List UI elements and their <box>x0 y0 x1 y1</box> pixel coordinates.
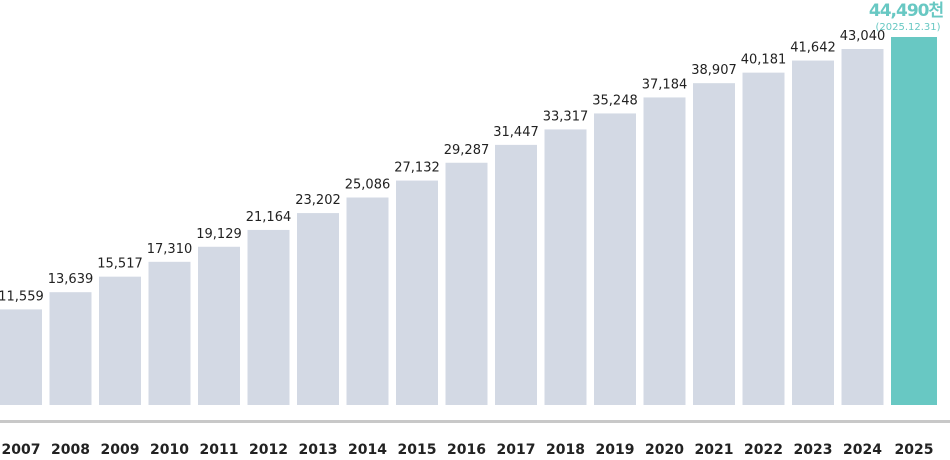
data-label-2019: 35,248 <box>592 93 638 108</box>
x-tick-label-2018: 2018 <box>546 442 585 458</box>
data-label-2009: 15,517 <box>97 257 143 272</box>
x-tick-label-2008: 2008 <box>51 442 90 458</box>
bar-2007 <box>0 309 42 405</box>
bar-2022 <box>742 72 785 405</box>
highlight-date-label: (2025.12.31) <box>875 22 940 33</box>
x-tick-label-2007: 2007 <box>2 442 41 458</box>
x-tick-label-2014: 2014 <box>348 442 387 458</box>
data-label-2022: 40,181 <box>741 53 787 68</box>
x-tick-label-2025: 2025 <box>895 442 934 458</box>
x-tick-label-2017: 2017 <box>497 442 536 458</box>
data-label-2024: 43,040 <box>840 29 886 44</box>
highlight-value-label: 44,490천 <box>869 1 944 21</box>
x-tick-label-2020: 2020 <box>645 442 684 458</box>
data-label-2013: 23,202 <box>295 193 341 208</box>
bar-2011 <box>198 246 240 405</box>
data-label-2012: 21,164 <box>246 210 292 225</box>
bar-2021 <box>693 83 735 406</box>
bar-2010 <box>148 261 191 405</box>
x-tick-label-2013: 2013 <box>299 442 338 458</box>
bar-2020 <box>643 97 686 406</box>
x-tick-label-2016: 2016 <box>447 442 486 458</box>
x-tick-label-2022: 2022 <box>744 442 783 458</box>
data-label-2007: 11,559 <box>0 289 44 304</box>
data-label-2014: 25,086 <box>345 178 391 193</box>
x-tick-label-2011: 2011 <box>200 442 239 458</box>
bar-2012 <box>247 229 290 405</box>
data-label-2008: 13,639 <box>48 272 94 287</box>
bar-2014 <box>346 197 389 405</box>
x-tick-label-2021: 2021 <box>695 442 734 458</box>
bar-2015 <box>396 180 438 405</box>
bar-2025 <box>891 37 937 405</box>
data-label-2023: 41,642 <box>790 41 836 56</box>
x-tick-label-2012: 2012 <box>249 442 288 458</box>
bar-2009 <box>99 276 141 405</box>
data-label-2020: 37,184 <box>642 77 688 92</box>
bar-2017 <box>495 144 537 406</box>
data-label-2018: 33,317 <box>543 109 589 124</box>
x-tick-label-2009: 2009 <box>101 442 140 458</box>
bar-2019 <box>594 113 636 405</box>
bar-2008 <box>49 292 92 405</box>
x-tick-label-2019: 2019 <box>596 442 635 458</box>
x-tick-label-2024: 2024 <box>843 442 882 458</box>
data-label-2017: 31,447 <box>493 125 539 140</box>
x-tick-label-2015: 2015 <box>398 442 437 458</box>
data-label-2011: 19,129 <box>196 227 242 242</box>
x-tick-label-2023: 2023 <box>794 442 833 458</box>
bar-2013 <box>297 213 339 405</box>
bar-2023 <box>792 60 834 406</box>
data-label-2010: 17,310 <box>147 242 193 257</box>
data-label-2016: 29,287 <box>444 143 490 158</box>
x-tick-label-2010: 2010 <box>150 442 189 458</box>
data-label-2021: 38,907 <box>691 63 737 78</box>
data-label-2015: 27,132 <box>394 161 440 176</box>
x-axis-line <box>0 420 950 423</box>
bar-2018 <box>544 129 587 405</box>
bar-2024 <box>841 48 884 405</box>
bar-2016 <box>445 162 488 405</box>
